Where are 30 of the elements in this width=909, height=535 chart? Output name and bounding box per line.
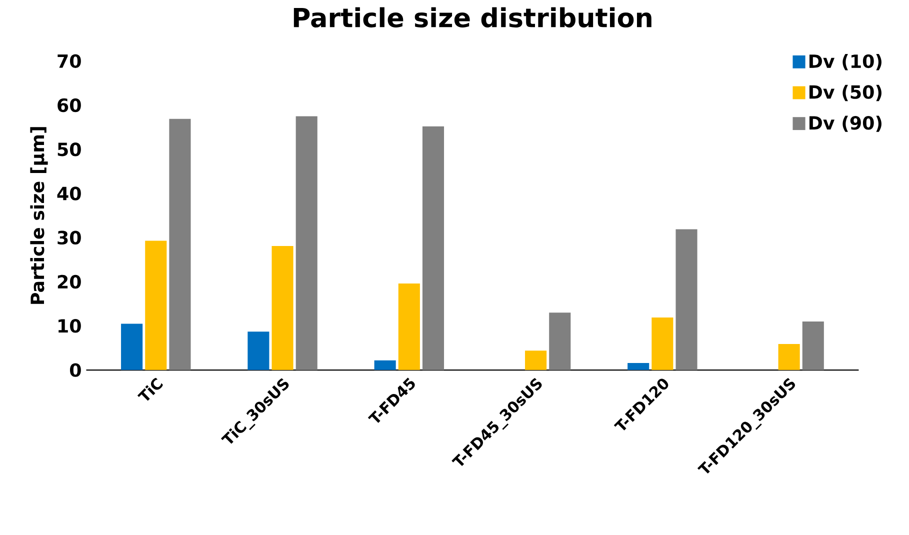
- bar: [628, 362, 650, 370]
- bar: [525, 350, 547, 370]
- y-tick-label: 0: [70, 363, 81, 377]
- bar: [549, 312, 571, 370]
- bar: [296, 116, 318, 370]
- legend-label: Dv (90): [809, 116, 882, 132]
- y-tick-label: 10: [58, 318, 81, 333]
- bar: [652, 317, 674, 370]
- legend-label: Dv (10): [809, 54, 882, 70]
- x-tick-label: TiC: [137, 378, 163, 401]
- y-tick-label: 70: [58, 54, 81, 68]
- bar: [802, 321, 824, 370]
- bar: [374, 360, 396, 370]
- bar: [169, 118, 191, 370]
- y-tick-label: 40: [57, 186, 81, 200]
- bar: [121, 324, 143, 370]
- bar: [778, 344, 800, 370]
- y-tick-label: 50: [58, 142, 81, 156]
- y-tick-label: 30: [58, 230, 81, 244]
- y-axis-title: Particle size [µm]: [30, 127, 48, 304]
- legend-label: Dv (50): [809, 84, 882, 101]
- bar: [422, 126, 444, 370]
- chart-title: Particle size distribution: [294, 7, 652, 28]
- bar: [145, 240, 167, 370]
- y-tick-label: 60: [58, 98, 81, 112]
- bar: [676, 229, 698, 370]
- y-tick-label: 20: [58, 274, 81, 288]
- bar: [272, 246, 294, 370]
- bar: [398, 283, 420, 370]
- bar: [248, 332, 270, 370]
